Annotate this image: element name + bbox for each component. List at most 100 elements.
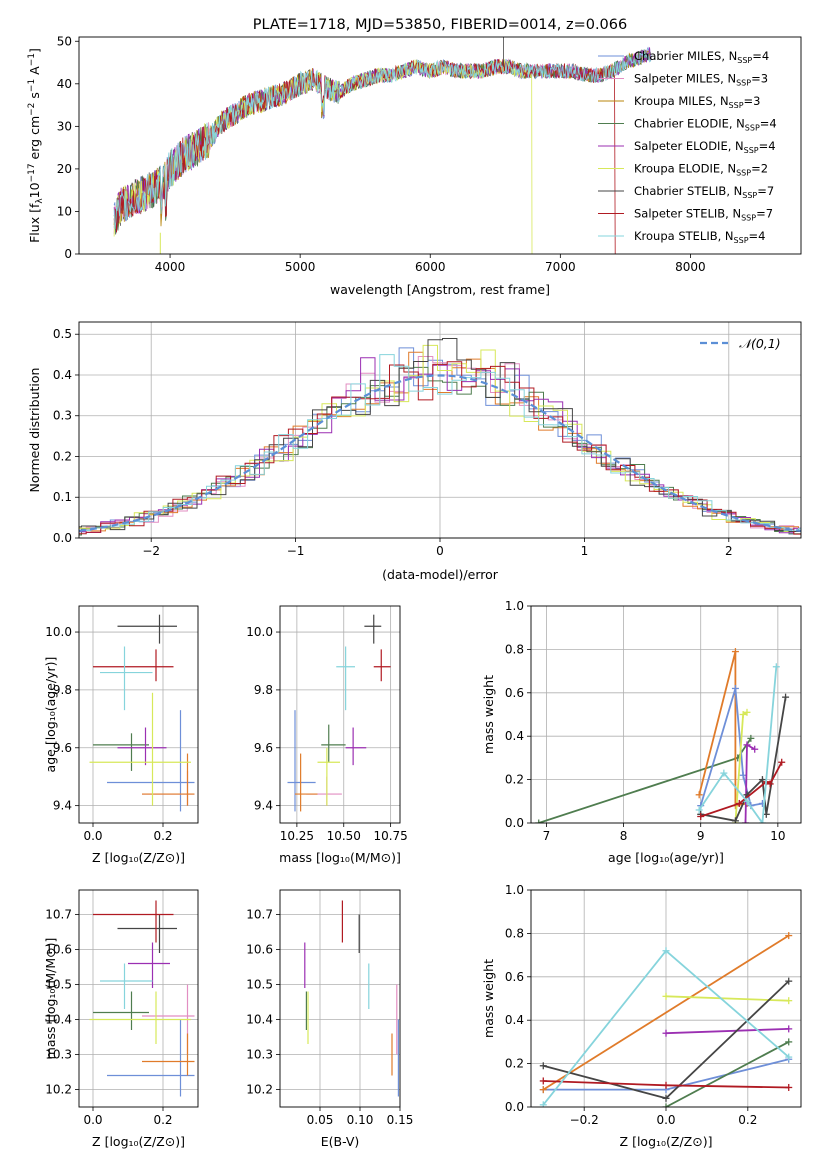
weight-series-chabrier_stelib	[700, 696, 787, 822]
y-tick-label: 0.0	[505, 816, 524, 830]
y-tick-label: 1.0	[505, 883, 524, 897]
axes-frame	[78, 605, 199, 824]
x-tick-label: 7000	[545, 260, 576, 274]
weight-lines-weight_vs_age	[535, 648, 790, 823]
axes-weight_vs_Z	[527, 889, 801, 1111]
y-tick-label: 0.3	[53, 409, 72, 423]
y-tick-label: 0.1	[53, 490, 72, 504]
axes-frame	[279, 889, 401, 1108]
x-tick-label: 6000	[415, 260, 446, 274]
y-tick-label: 50	[57, 34, 72, 48]
y-axis-label: mass [log₁₀(M/M⊙)]	[43, 938, 58, 1060]
x-tick-label: 8000	[675, 260, 706, 274]
x-tick-label: 10.50	[327, 829, 361, 843]
y-tick-label: 9.6	[254, 741, 273, 755]
histogram-kroupa_stelib	[79, 354, 801, 531]
y-tick-label: 10.2	[45, 1083, 72, 1097]
axes-weight_vs_age	[527, 605, 801, 827]
legend-label: 𝒩(0,1)	[739, 336, 781, 351]
y-tick-label: 10.3	[45, 1048, 72, 1062]
x-tick-label: 10.75	[373, 829, 407, 843]
x-tick-label: 10.25	[280, 829, 314, 843]
y-tick-label: 1.0	[505, 599, 524, 613]
errorbars-mass_vs_ebv	[304, 900, 399, 1097]
histogram-chabrier_stelib	[79, 338, 801, 532]
x-tick-label: 1	[581, 544, 589, 558]
x-tick-label: 0.10	[347, 1113, 374, 1127]
y-tick-label: 9.4	[254, 799, 273, 813]
weight-series-salpeter_elodie	[665, 1028, 789, 1035]
weight-lines-weight_vs_Z	[539, 932, 793, 1107]
axes-frame	[279, 605, 401, 824]
x-tick-label: 0.2	[738, 1113, 757, 1127]
y-tick-label: 0.0	[53, 531, 72, 545]
axes-spectrum	[75, 40, 691, 258]
x-tick-label: 0.15	[387, 1113, 414, 1127]
legend-label: Chabrier ELODIE, NSSP=4	[634, 117, 777, 133]
y-tick-label: 9.8	[254, 683, 273, 697]
y-tick-label: 9.4	[53, 799, 72, 813]
y-tick-label: 0.8	[505, 642, 524, 656]
x-tick-label: −0.2	[570, 1113, 599, 1127]
x-tick-label: 5000	[285, 260, 316, 274]
y-tick-label: 20	[57, 162, 72, 176]
y-axis-label: Normed distribution	[27, 368, 42, 493]
legend-label: Chabrier MILES, NSSP=4	[634, 49, 769, 65]
y-tick-label: 40	[57, 77, 72, 91]
y-tick-label: 0.4	[505, 1013, 524, 1027]
weight-series-orange	[542, 934, 790, 1091]
errorbars-mass_vs_Z	[89, 900, 195, 1097]
x-tick-label: 0.0	[83, 829, 102, 843]
y-axis-label: mass weight	[481, 675, 496, 754]
y-tick-label: 0.2	[505, 1057, 524, 1071]
normal-curve	[79, 374, 801, 532]
errorbars-age_vs_Z	[89, 614, 195, 812]
x-axis-label: Z [log₁₀(Z/Z⊙)]	[620, 1134, 713, 1149]
y-tick-label: 0.0	[505, 1100, 524, 1114]
y-tick-label: 10	[57, 204, 72, 218]
y-tick-label: 10.4	[45, 1013, 72, 1027]
histograms	[79, 338, 801, 536]
y-tick-label: 0.6	[505, 686, 524, 700]
legend-label: Chabrier STELIB, NSSP=7	[634, 184, 774, 200]
x-tick-label: 0.0	[656, 1113, 675, 1127]
axes-frame	[78, 889, 199, 1108]
errorbars-age_vs_mass	[287, 614, 391, 812]
y-tick-label: 0.6	[505, 970, 524, 984]
legend-label: Kroupa MILES, NSSP=3	[634, 94, 760, 110]
y-tick-label: 0.2	[505, 773, 524, 787]
y-tick-label: 10.0	[246, 625, 273, 639]
y-tick-label: 0.5	[53, 327, 72, 341]
y-tick-label: 10.5	[246, 978, 273, 992]
weight-series-chabrier_elodie	[665, 1041, 790, 1107]
x-tick-label: 0	[436, 544, 444, 558]
x-tick-label: 9	[697, 829, 705, 843]
legend-label: Kroupa ELODIE, NSSP=2	[634, 162, 768, 178]
y-axis-label: Flux [fλ10−17 erg cm−2 s−1 A−1]	[27, 48, 45, 243]
legend-label: Kroupa STELIB, NSSP=4	[634, 229, 765, 245]
legend-label: Salpeter ELODIE, NSSP=4	[634, 139, 776, 155]
y-tick-label: 9.8	[53, 683, 72, 697]
x-axis-label: E(B-V)	[321, 1134, 360, 1149]
x-axis-label: wavelength [Angstrom, rest frame]	[330, 282, 550, 297]
y-tick-label: 0.4	[53, 368, 72, 382]
axes-mass_vs_ebv	[276, 890, 401, 1111]
y-tick-label: 0.8	[505, 926, 524, 940]
x-tick-label: 0.2	[153, 829, 172, 843]
x-tick-label: 7	[543, 829, 551, 843]
x-axis-label: mass [log₁₀(M/M⊙)]	[279, 850, 401, 865]
spectrum-lines	[113, 37, 652, 254]
x-tick-label: 0.2	[153, 1113, 172, 1127]
chart-title: PLATE=1718, MJD=53850, FIBERID=0014, z=0…	[253, 17, 627, 33]
x-tick-label: 0.0	[83, 1113, 102, 1127]
y-tick-label: 0.4	[505, 729, 524, 743]
x-tick-label: 8	[620, 829, 628, 843]
x-tick-label: 2	[725, 544, 733, 558]
weight-series-orange	[698, 651, 748, 807]
x-tick-label: 0.05	[307, 1113, 334, 1127]
y-tick-label: 10.6	[45, 943, 72, 957]
y-tick-label: 10.7	[45, 908, 72, 922]
y-axis-label: mass weight	[481, 959, 496, 1038]
axes-frame	[530, 889, 802, 1108]
